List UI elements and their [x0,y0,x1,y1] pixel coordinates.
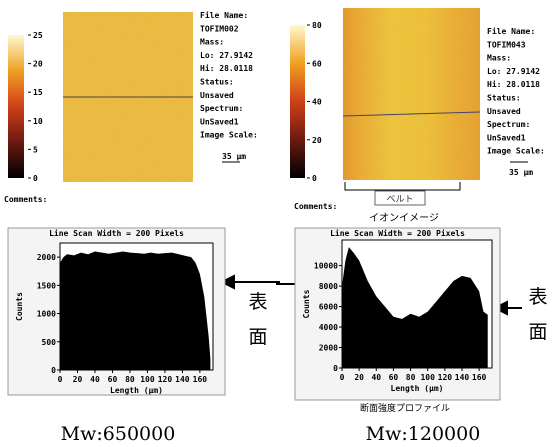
info-text: Status: [200,78,234,87]
x-tick-label: 100 [420,373,435,382]
x-tick-label: 100 [140,375,155,384]
y-tick-label: 4000 [319,323,338,332]
scan-line [342,111,481,117]
chart-title: Line Scan Width = 200 Pixels [49,228,184,238]
info-text: Hi: 28.0118 [200,63,253,73]
y-tick-label: 500 [42,338,57,347]
info-text: TOFIM043 [487,40,526,49]
color-bar [8,35,24,178]
scale-tick-label: 5 [33,145,38,154]
y-tick-label: 2000 [319,344,338,353]
bracket [344,182,461,191]
surface-label: 面 [248,326,267,348]
y-tick-label: 8000 [319,282,338,291]
left-image-panel [8,12,240,182]
scale-tick-label: 25 [33,31,43,40]
info-text: UnSaved1 [200,117,239,126]
info-text: Image Scale: [487,147,545,156]
x-tick-label: 120 [438,373,453,382]
scale-tick-label: 20 [33,60,43,69]
x-tick-label: 160 [193,375,208,384]
x-tick-label: 20 [73,375,83,384]
ion-image-texture [343,8,480,180]
molecular-weight: Mw:650000 [61,423,176,445]
info-text: Mass: [487,54,511,63]
right-image-panel [290,8,528,206]
x-tick-label: 80 [406,373,416,382]
info-text: Unsaved [487,107,521,116]
x-tick-label: 140 [455,373,470,382]
info-text: File Name: [200,10,248,20]
x-tick-label: 60 [108,375,118,384]
x-axis-label: Length (µm) [110,386,163,395]
y-tick-label: 1500 [37,281,56,290]
info-text: Spectrum: [487,120,530,129]
info-text: Lo: 27.9142 [487,67,540,76]
comments-label: Comments: [294,202,337,211]
info-text: Status: [487,94,521,103]
x-tick-label: 20 [354,373,364,382]
y-tick-label: 2000 [37,253,56,262]
info-text: UnSaved1 [487,133,526,142]
info-text: File Name: [487,26,535,36]
info-text: Lo: 27.9142 [200,51,253,60]
surface-label: 表 [248,291,267,313]
scale-tick-label: 0 [33,174,38,183]
info-text: 35 µm [509,168,533,177]
label-box [374,190,426,206]
arrow-head [492,300,508,316]
x-tick-label: 120 [158,375,173,384]
info-text: Image Scale: [200,131,258,140]
chart-title: Line Scan Width = 200 Pixels [330,228,465,238]
x-tick-label: 80 [125,375,135,384]
x-tick-label: 60 [389,373,399,382]
y-tick-label: 0 [333,364,338,373]
x-tick-label: 160 [472,373,487,382]
scale-tick-label: 60 [312,59,322,68]
info-text: 35 µm [222,152,246,161]
area [342,247,488,368]
y-tick-label: 0 [51,366,56,375]
y-tick-label: 1000 [37,310,56,319]
bracket-label: ベルト [386,195,413,205]
y-tick-label: 6000 [319,303,338,312]
info-text: Hi: 28.0118 [487,79,540,89]
surface-label: 表 [528,286,547,308]
x-tick-label: 40 [371,373,381,382]
color-bar [290,25,305,178]
scale-tick-label: 80 [312,21,322,30]
x-tick-label: 40 [90,375,100,384]
comments-label: Comments: [4,195,47,204]
x-tick-label: 140 [175,375,190,384]
y-axis-label: Counts [302,289,311,318]
x-tick-label: 0 [58,375,63,384]
surface-label: 面 [528,321,547,343]
y-axis-label: Counts [15,292,24,321]
x-axis-label: Length (µm) [391,384,444,393]
scale-tick-label: 10 [33,117,43,126]
info-text: Spectrum: [200,104,243,113]
area [60,251,211,370]
x-tick-label: 0 [340,373,345,382]
scale-tick-label: 20 [312,136,322,145]
info-text: TOFIM002 [200,24,239,33]
arrow-head [219,274,235,290]
scale-tick-label: 0 [312,174,317,183]
chart-caption: 断面強度プロファイル [360,402,450,414]
scale-tick-label: 40 [312,98,322,107]
info-text: Mass: [200,38,224,47]
image-label: イオンイメージ [369,212,439,224]
y-tick-label: 10000 [314,262,338,271]
molecular-weight: Mw:120000 [366,423,481,445]
info-text: Unsaved [200,91,234,100]
scale-tick-label: 15 [33,88,43,97]
